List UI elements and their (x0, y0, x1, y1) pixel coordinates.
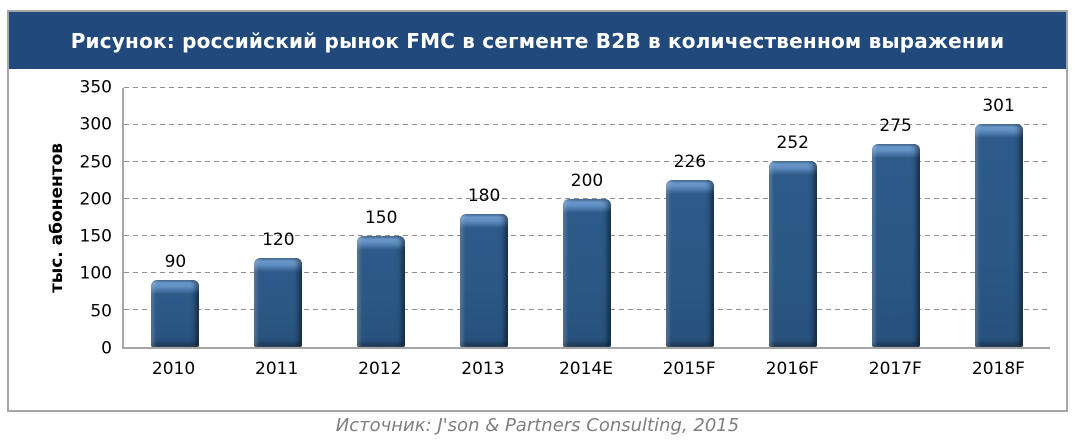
bar-slot: 200 (536, 88, 639, 347)
bar-slot: 180 (433, 88, 536, 347)
y-tick-label: 100 (79, 263, 112, 284)
x-tick-label: 2011 (255, 359, 299, 379)
bar-slot: 226 (638, 88, 741, 347)
bar-value-label: 180 (467, 185, 501, 206)
plot-area: 90 120 150 180 200 226 252 275 301 (122, 87, 1050, 349)
bar-value-label: 301 (982, 96, 1015, 117)
bar-2015F (665, 179, 714, 347)
gridline (124, 161, 1050, 162)
bar-value-label: 226 (673, 151, 707, 172)
bar-2016F (768, 160, 817, 347)
bar-value-label: 90 (164, 252, 187, 273)
bar-2017F (871, 143, 920, 347)
bar-value-label: 150 (364, 208, 398, 228)
bar-slot: 252 (741, 88, 844, 347)
x-tick-label: 2015F (662, 359, 716, 379)
bar-value-label: 252 (776, 132, 809, 153)
y-tick-label: 350 (79, 77, 112, 98)
bar-2014E (562, 199, 611, 347)
x-tick-label: 2013 (461, 359, 505, 379)
y-tick-label: 150 (79, 226, 112, 247)
source-caption: Источник: J'son & Partners Consulting, 2… (335, 415, 740, 436)
gridline (124, 124, 1050, 125)
bar-value-label: 275 (879, 115, 912, 136)
bar-value-label: 200 (570, 171, 604, 192)
x-tick-label: 2010 (151, 359, 196, 379)
gridline (124, 87, 1050, 88)
x-axis: 2010 2011 2012 2013 2014E 2015F 2016F 2017F 2018… (122, 359, 1050, 383)
gridline (124, 198, 1050, 199)
x-tick-label: 2016F (765, 359, 819, 379)
chart-title: Рисунок: российский рынок FMC в сегменте… (9, 12, 1066, 69)
y-tick-label: 200 (79, 189, 112, 210)
bar-slot: 275 (844, 88, 947, 347)
bar-slot: 90 (124, 88, 227, 347)
bar-value-label: 120 (262, 230, 295, 251)
bar-2018F (974, 124, 1023, 347)
bar-slot: 120 (227, 88, 330, 347)
y-tick-label: 250 (79, 152, 112, 173)
bar-2013 (460, 213, 509, 347)
x-tick-label: 2012 (358, 359, 402, 379)
x-tick-label: 2014E (558, 359, 613, 379)
bar-slot: 301 (947, 88, 1050, 347)
x-tick-label: 2017F (868, 359, 922, 379)
y-tick-label: 0 (101, 338, 112, 359)
bar-2011 (254, 258, 303, 347)
x-tick-label: 2018F (971, 359, 1025, 379)
y-tick-label: 50 (90, 301, 112, 322)
bar-slot: 150 (330, 88, 433, 347)
bar-2012 (357, 236, 406, 347)
figure-frame: Рисунок: российский рынок FMC в сегменте… (7, 10, 1068, 412)
y-tick-label: 300 (79, 114, 112, 135)
bar-2010 (151, 280, 200, 347)
y-axis: 0 50 100 150 200 250 300 350 (9, 79, 112, 357)
